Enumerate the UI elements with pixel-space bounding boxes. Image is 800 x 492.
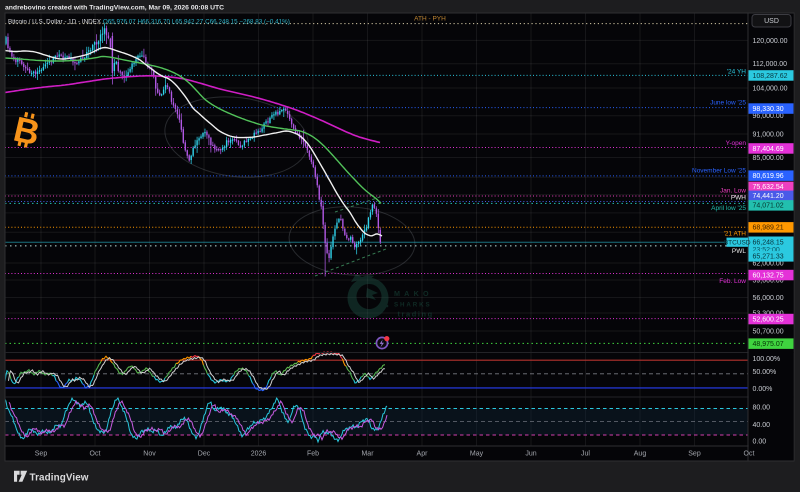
svg-text:100.00%: 100.00% [753,356,781,363]
svg-text:50,700.00: 50,700.00 [753,328,784,335]
svg-text:59,000.00: 59,000.00 [753,277,784,284]
svg-text:0.00%: 0.00% [753,386,773,393]
svg-text:74,441.20: 74,441.20 [753,193,784,200]
svg-text:96,000.00: 96,000.00 [753,113,784,120]
svg-text:62,000.00: 62,000.00 [753,260,784,267]
svg-text:80.00: 80.00 [753,404,771,411]
svg-text:Oct: Oct [744,451,755,458]
svg-text:Sep: Sep [35,451,48,458]
svg-text:91,000.00: 91,000.00 [753,131,784,138]
svg-text:TradingView: TradingView [30,473,89,484]
svg-text:May: May [470,451,484,458]
svg-text:Apr: Apr [417,451,429,458]
svg-text:87,404.69: 87,404.69 [753,146,784,153]
svg-text:104,000.00: 104,000.00 [753,85,788,92]
svg-text:Dec: Dec [198,451,211,458]
svg-text:Y-open: Y-open [726,140,747,147]
svg-text:85,000.00: 85,000.00 [753,155,784,162]
svg-text:48,975.07: 48,975.07 [753,341,784,348]
svg-text:'24 YH: '24 YH [727,68,746,75]
svg-text:Bitcoin / U.S. Dollar - 1D - I: Bitcoin / U.S. Dollar - 1D - INDEX O65,9… [8,18,290,25]
svg-text:andrebovino created with Tradi: andrebovino created with TradingView.com… [5,5,224,12]
svg-text:June low '25: June low '25 [710,100,746,107]
svg-text:66,248.15: 66,248.15 [753,240,784,247]
svg-text:Aug: Aug [634,451,647,458]
svg-text:PWH: PWH [731,195,746,202]
svg-text:trading: trading [398,310,434,319]
svg-text:68,989.21: 68,989.21 [753,225,784,232]
svg-text:112,000.00: 112,000.00 [753,61,788,68]
svg-text:Oct: Oct [90,451,101,458]
svg-text:60,132.75: 60,132.75 [753,272,784,279]
svg-text:PWL: PWL [732,248,746,255]
svg-text:November Low '25: November Low '25 [692,168,746,175]
svg-text:Jun: Jun [525,451,536,458]
svg-text:SHARKS: SHARKS [394,302,432,309]
svg-text:ATH - PYH: ATH - PYH [414,15,446,22]
svg-text:23:52:00: 23:52:00 [753,247,780,254]
svg-text:April low '25: April low '25 [711,205,746,212]
svg-text:40.00: 40.00 [753,422,771,429]
svg-text:0.00: 0.00 [753,438,767,445]
svg-text:Mar: Mar [361,451,374,458]
svg-text:Sep: Sep [688,451,701,458]
svg-text:USD: USD [764,18,779,25]
svg-text:75,632.54: 75,632.54 [753,184,784,191]
svg-text:MAKO: MAKO [394,289,433,298]
svg-text:Jul: Jul [581,451,590,458]
svg-text:Nov: Nov [143,451,156,458]
svg-text:BTCUSD: BTCUSD [724,239,751,246]
svg-text:Feb. Low: Feb. Low [719,278,746,285]
svg-text:74,071.02: 74,071.02 [753,203,784,210]
svg-text:80,619.96: 80,619.96 [753,173,784,180]
svg-text:98,330.30: 98,330.30 [753,106,784,113]
svg-text:65,271.33: 65,271.33 [753,254,784,261]
svg-text:120,000.00: 120,000.00 [753,38,788,45]
svg-text:Jan. Low: Jan. Low [720,188,746,195]
svg-text:108,287.62: 108,287.62 [753,73,788,80]
svg-text:52,600.25: 52,600.25 [753,316,784,323]
svg-text:Feb: Feb [307,451,319,458]
svg-text:56,000.00: 56,000.00 [753,295,784,302]
svg-text:2026: 2026 [251,451,267,458]
svg-text:50.00%: 50.00% [753,369,777,376]
svg-text:'21 ATH: '21 ATH [724,230,747,237]
